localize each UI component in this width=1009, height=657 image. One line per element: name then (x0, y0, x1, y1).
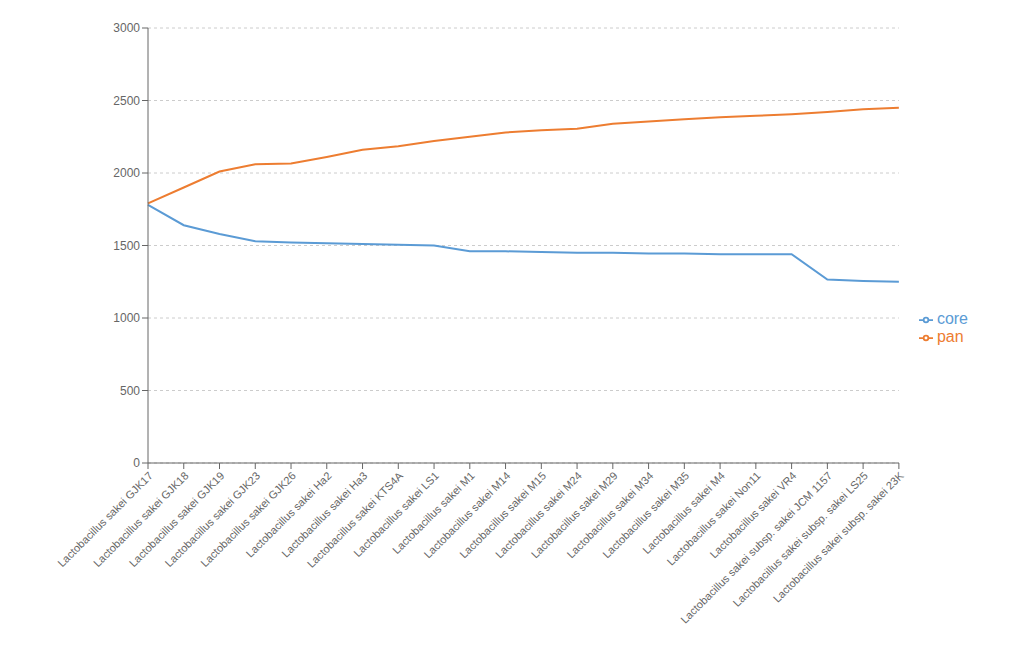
svg-text:Lactobacillus sakei Ha2: Lactobacillus sakei Ha2 (243, 469, 334, 560)
svg-text:Lactobacillus sakei subsp. sak: Lactobacillus sakei subsp. sakei LS25 (731, 469, 870, 608)
svg-text:Lactobacillus sakei KTS4A: Lactobacillus sakei KTS4A (304, 469, 406, 570)
html-text:pan: pan (936, 328, 964, 345)
svg-text:Lactobacillus sakei LS1: Lactobacillus sakei LS1 (351, 469, 441, 560)
svg-text:Lactobacillus sakei M4: Lactobacillus sakei M4 (640, 469, 727, 557)
svg-text:Lactobacillus sakei M15: Lactobacillus sakei M15 (457, 469, 549, 561)
svg-text:Lactobacillus sakei M35: Lactobacillus sakei M35 (600, 469, 692, 561)
svg-text:3000: 3000 (113, 21, 140, 35)
html-text:core: core (936, 310, 968, 327)
svg-text:Lactobacillus sakei GJK26: Lactobacillus sakei GJK26 (198, 469, 298, 570)
svg-text:2500: 2500 (113, 94, 140, 108)
svg-text:500: 500 (120, 384, 140, 398)
svg-text:2000: 2000 (113, 166, 140, 180)
svg-text:Lactobacillus sakei GJK18: Lactobacillus sakei GJK18 (91, 469, 191, 570)
svg-text:Lactobacillus sakei M14: Lactobacillus sakei M14 (421, 469, 513, 561)
svg-text:Lactobacillus sakei subsp. sak: Lactobacillus sakei subsp. sakei 23K (771, 469, 907, 605)
svg-text:Lactobacillus sakei M1: Lactobacillus sakei M1 (390, 469, 477, 557)
svg-text:Lactobacillus sakei VR4: Lactobacillus sakei VR4 (707, 469, 799, 561)
svg-text:Lactobacillus sakei subsp. sak: Lactobacillus sakei subsp. sakei JCM 115… (678, 469, 834, 625)
svg-text:1500: 1500 (113, 239, 140, 253)
svg-text:Lactobacillus sakei GJK17: Lactobacillus sakei GJK17 (55, 469, 155, 570)
svg-text:Lactobacillus sakei M34: Lactobacillus sakei M34 (564, 469, 656, 561)
svg-text:Lactobacillus sakei M29: Lactobacillus sakei M29 (528, 469, 620, 561)
svg-text:Lactobacillus sakei GJK19: Lactobacillus sakei GJK19 (126, 469, 227, 570)
svg-text:0: 0 (133, 456, 140, 470)
svg-text:Lactobacillus sakei GJK23: Lactobacillus sakei GJK23 (162, 469, 263, 570)
svg-text:Lactobacillus sakei M24: Lactobacillus sakei M24 (492, 469, 584, 561)
svg-text:1000: 1000 (113, 311, 140, 325)
svg-text:Lactobacillus sakei Ha3: Lactobacillus sakei Ha3 (279, 469, 370, 560)
svg-text:Lactobacillus sakei Non11: Lactobacillus sakei Non11 (664, 469, 763, 568)
